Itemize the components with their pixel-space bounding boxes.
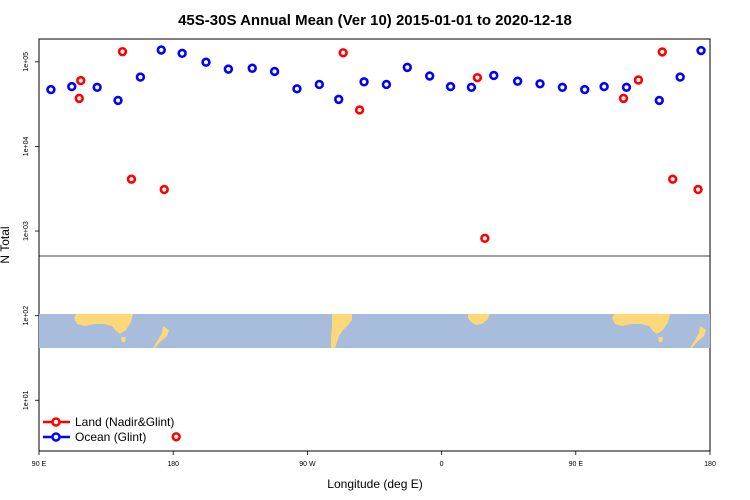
map-land-australia [74, 314, 133, 334]
ocean-point [46, 84, 56, 95]
ocean-point [381, 79, 392, 90]
ocean-point [334, 94, 344, 105]
ocean-point [696, 45, 706, 56]
ocean-point [177, 48, 187, 59]
x-tick-label: 90 E [32, 461, 47, 468]
y-tick-label: 1e+05 [23, 52, 30, 72]
x-tick-label: 90 E [569, 461, 584, 468]
ocean-point [223, 64, 234, 74]
map-land-south-america [331, 314, 352, 348]
y-tick-label: 1e+04 [23, 137, 30, 157]
ocean-point [359, 77, 369, 87]
ocean-point [512, 76, 523, 86]
land-point [480, 233, 490, 244]
plot-area [38, 38, 711, 452]
legend-ocean-marker [51, 432, 61, 442]
land-point [159, 184, 169, 195]
ocean-point [247, 63, 257, 73]
x-tick-label: 0 [440, 461, 444, 468]
ocean-point [489, 70, 499, 81]
ocean-point [424, 71, 435, 81]
land-point [126, 174, 137, 184]
ocean-point [675, 72, 685, 82]
land-point [472, 72, 483, 83]
ocean-point [314, 79, 325, 90]
y-axis: 1e+05 1e+04 1e+03 1e+02 1e+01 [23, 52, 39, 410]
map-strip [39, 314, 710, 348]
ocean-point [135, 72, 146, 82]
chart-title: 45S-30S Annual Mean (Ver 10) 2015-01-01 … [178, 12, 572, 29]
ocean-point [113, 95, 123, 106]
x-axis-label: Longitude (deg E) [327, 477, 422, 491]
ocean-point [269, 66, 280, 77]
land-point [171, 432, 181, 442]
data-points [46, 45, 706, 442]
ocean-point [466, 82, 477, 93]
x-tick-label: 180 [704, 461, 716, 468]
land-point [668, 174, 678, 184]
map-land-australia-2 [612, 314, 670, 334]
ocean-point [599, 81, 609, 92]
land-point [354, 105, 365, 115]
land-point [657, 47, 667, 57]
ocean-point [535, 79, 545, 89]
land-point [117, 46, 128, 57]
map-land-africa [468, 314, 490, 325]
ocean-point [67, 81, 77, 92]
y-tick-label: 1e+03 [23, 221, 30, 241]
ocean-point [654, 95, 665, 106]
ocean-point [292, 84, 302, 94]
y-axis-label: N Total [0, 226, 12, 263]
land-point [74, 93, 84, 104]
legend-land-label: Land (Nadir&Glint) [75, 415, 174, 429]
ocean-point [92, 82, 102, 93]
land-point [76, 75, 86, 86]
legend: Land (Nadir&Glint) Ocean (Glint) [43, 415, 174, 444]
x-tick-label: 90 W [299, 461, 316, 468]
ocean-point [621, 82, 632, 93]
map-land-tasmania [121, 337, 126, 342]
ocean-point [156, 45, 166, 55]
map-land-new-zealand [153, 326, 169, 348]
y-tick-label: 1e+02 [23, 306, 30, 326]
ocean-point [201, 57, 211, 67]
ocean-point [445, 81, 456, 92]
x-axis: 90 E 180 90 W 0 90 E 180 [32, 451, 716, 468]
ocean-point [402, 62, 413, 73]
land-point [618, 93, 629, 104]
land-point [633, 75, 644, 85]
ocean-point [580, 84, 590, 95]
map-land-new-zealand-2 [690, 326, 706, 348]
land-point [693, 184, 703, 195]
x-tick-label: 180 [167, 461, 179, 468]
land-point [338, 48, 348, 58]
ocean-point [557, 82, 568, 93]
legend-land-marker [51, 417, 61, 427]
map-land-tasmania-2 [658, 337, 663, 342]
legend-ocean-label: Ocean (Glint) [75, 430, 146, 444]
map-ocean [39, 314, 710, 348]
y-tick-label: 1e+01 [23, 390, 30, 410]
